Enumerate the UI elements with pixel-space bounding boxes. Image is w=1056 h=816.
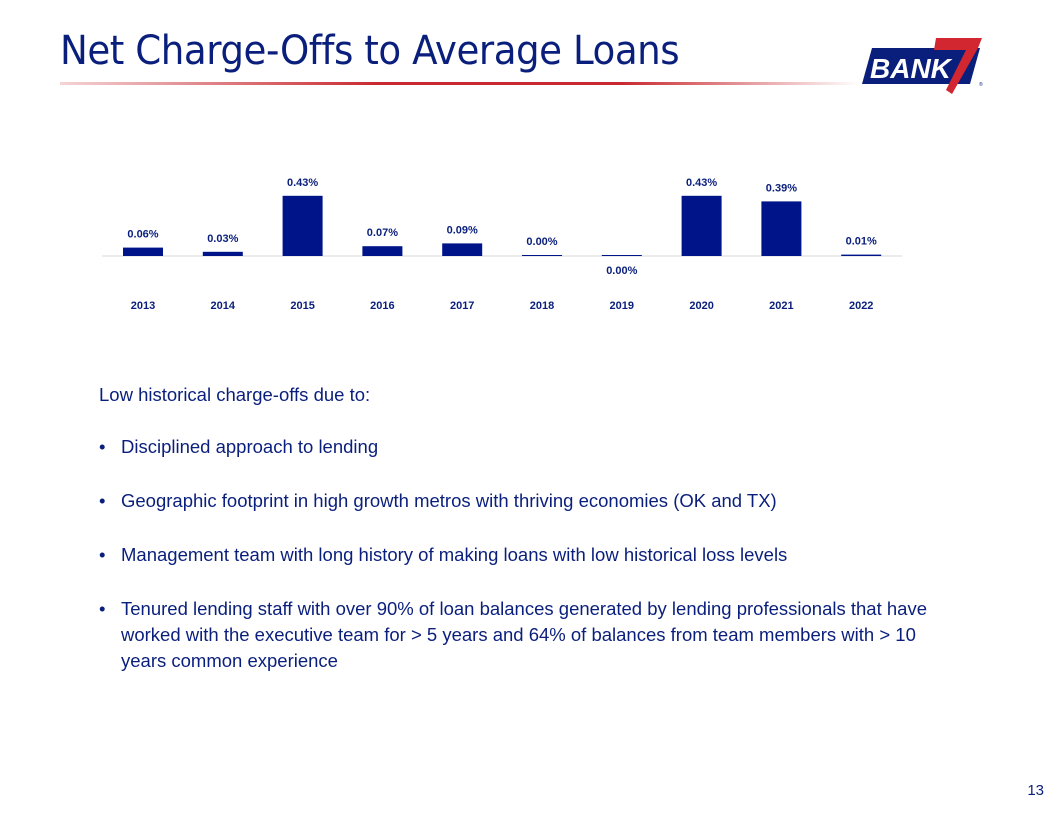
x-tick-label: 2018 — [530, 300, 554, 312]
x-tick-label: 2019 — [610, 300, 634, 312]
page-title: Net Charge-Offs to Average Loans — [60, 28, 680, 74]
bar-chart: 0.06% 2013 0.03% 2014 0.43% 2015 0.07% 2016 0.09… — [102, 177, 902, 312]
x-tick-label: 2020 — [689, 300, 713, 312]
bar-2013 — [123, 247, 163, 256]
bullet-text: Management team with long history of mak… — [121, 544, 788, 565]
bullet-text: Geographic footprint in high growth metr… — [121, 490, 777, 511]
data-label: 0.43% — [287, 177, 318, 189]
bullet-icon: • — [99, 490, 106, 511]
bullet-icon: • — [99, 544, 106, 565]
x-tick-label: 2022 — [849, 300, 873, 312]
x-tick-label: 2021 — [769, 300, 793, 312]
data-label: 0.00% — [526, 236, 557, 248]
bullet-icon: • — [99, 598, 106, 619]
data-label: 0.03% — [207, 233, 238, 245]
bullet-text: Tenured lending staff with over 90% of l… — [121, 598, 927, 671]
bullet-item: • Management team with long history of ma… — [99, 542, 939, 568]
data-label: 0.09% — [447, 224, 478, 236]
bar-2014 — [202, 251, 243, 256]
bar-2020 — [681, 195, 722, 256]
x-tick-label: 2016 — [370, 300, 394, 312]
data-label: 0.01% — [846, 236, 877, 248]
bar-2019 — [601, 255, 642, 256]
svg-text:®: ® — [979, 81, 983, 88]
bullet-item: • Geographic footprint in high growth met… — [99, 488, 939, 514]
data-label: 0.43% — [686, 177, 717, 189]
bullet-item: • Tenured lending staff with over 90% of … — [99, 596, 939, 674]
bar-2021 — [761, 201, 802, 256]
data-label: 0.06% — [127, 229, 158, 241]
bar-2016 — [362, 246, 403, 256]
bank7-logo: BANK ® — [862, 38, 983, 94]
bar-2018 — [522, 255, 562, 256]
bullet-text: Disciplined approach to lending — [121, 436, 379, 457]
data-label: 0.07% — [367, 227, 398, 239]
bullet-item: • Disciplined approach to lending — [99, 434, 939, 460]
body-text: Low historical charge-offs due to: • Disc… — [99, 384, 939, 702]
data-label: 0.39% — [766, 182, 797, 194]
intro-text: Low historical charge-offs due to: — [99, 384, 371, 405]
x-tick-label: 2014 — [211, 300, 236, 312]
title-divider — [60, 82, 860, 85]
x-tick-label: 2013 — [131, 300, 155, 312]
bullet-icon: • — [99, 436, 106, 457]
svg-text:BANK: BANK — [870, 53, 953, 84]
x-tick-label: 2015 — [290, 300, 314, 312]
x-tick-label: 2017 — [450, 300, 474, 312]
data-label: 0.00% — [606, 265, 637, 277]
bar-2017 — [442, 243, 483, 256]
page-number: 13 — [1027, 782, 1044, 799]
bar-2022 — [841, 254, 882, 256]
bar-2015 — [282, 195, 323, 256]
